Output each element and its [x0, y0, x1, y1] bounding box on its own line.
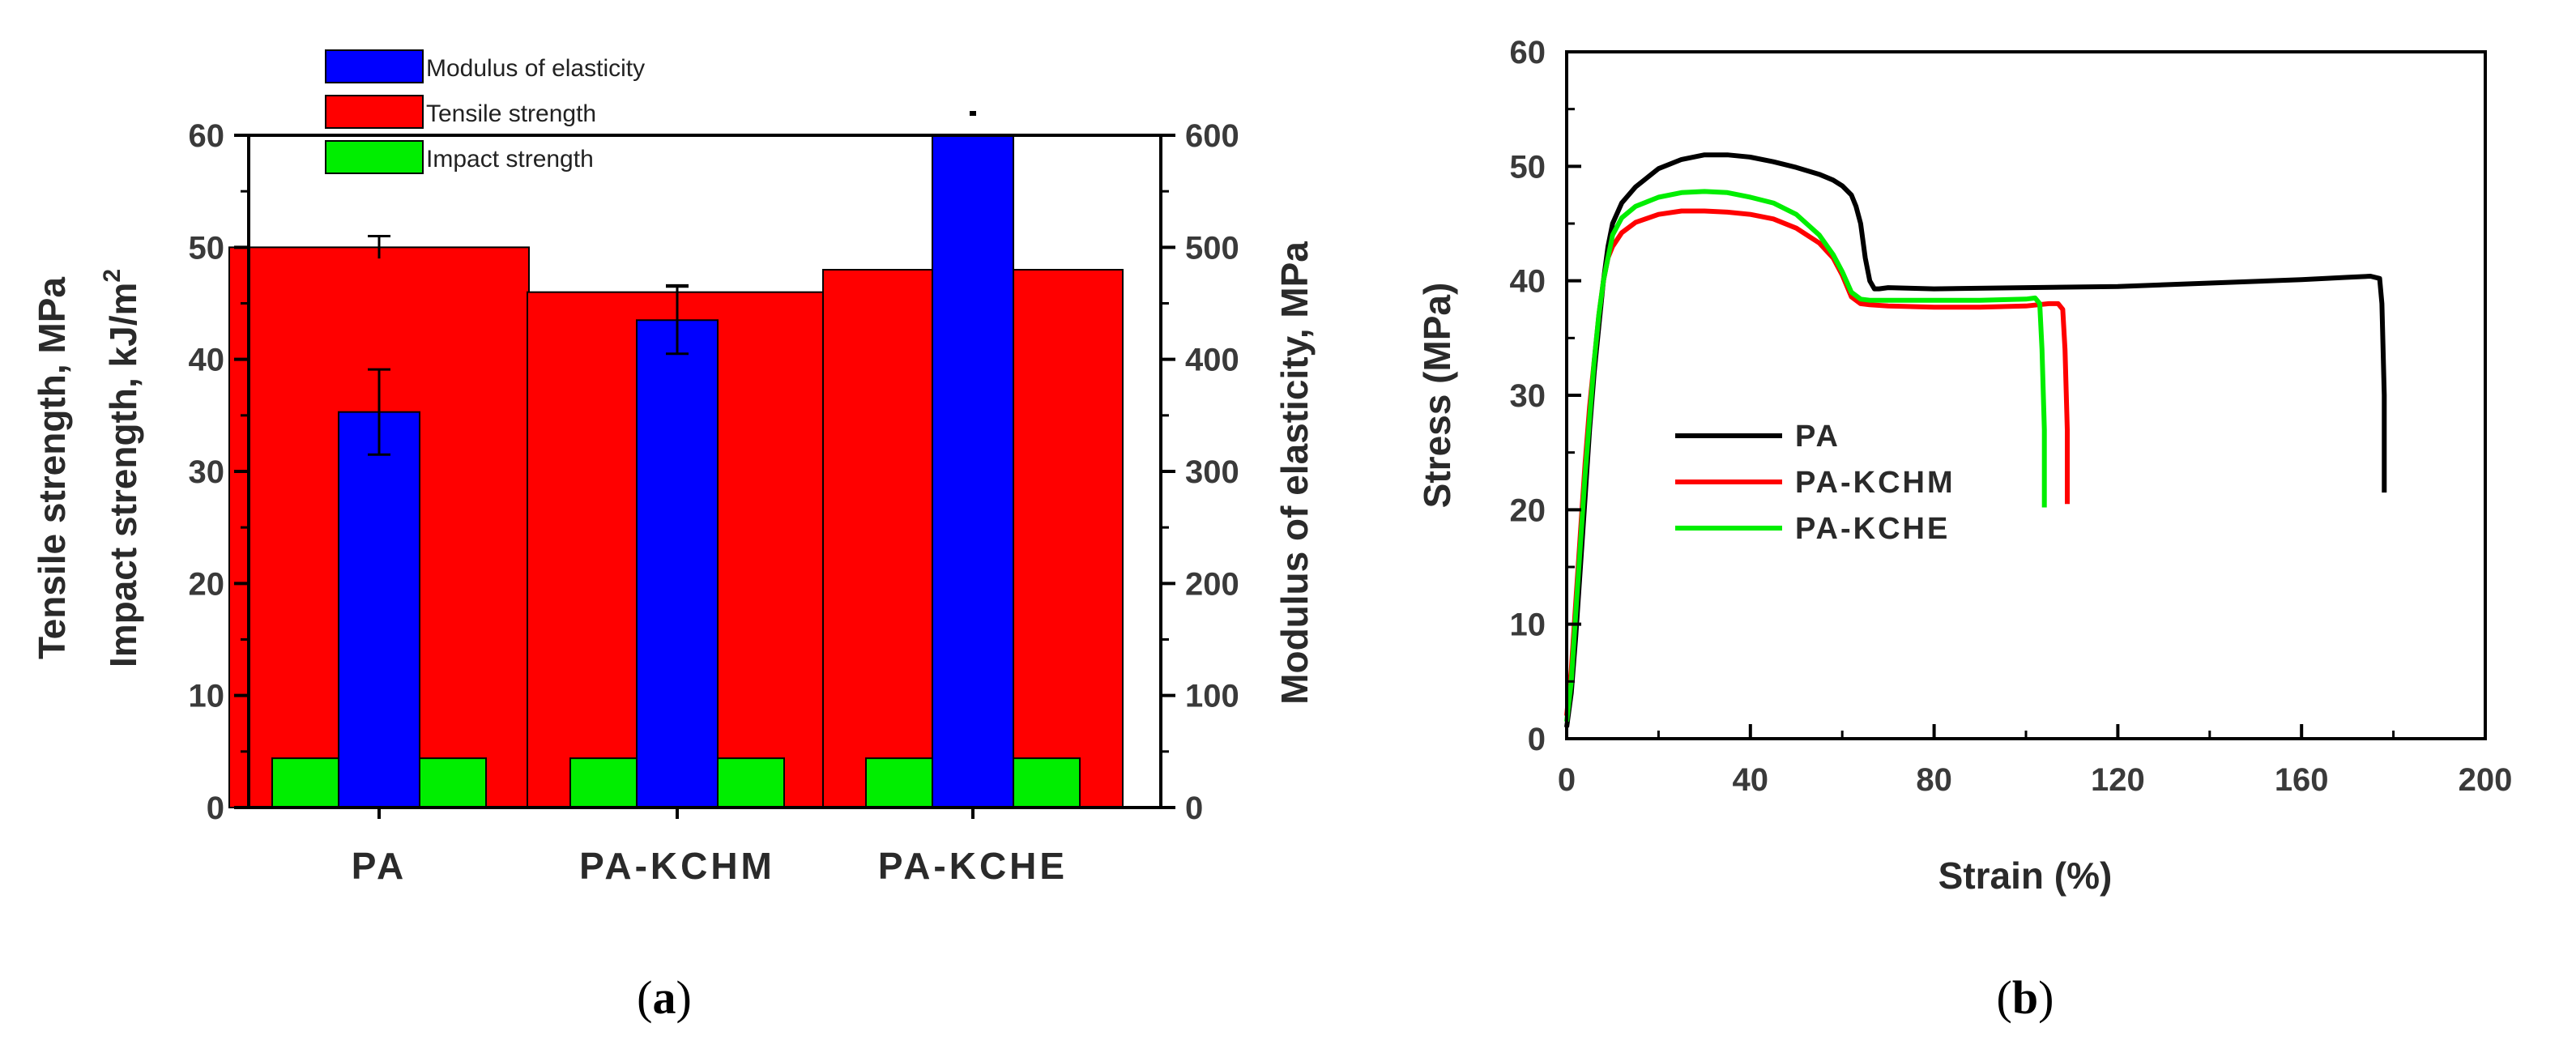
- bar-modulus-pa-kche: [932, 134, 1014, 808]
- chart-a-left-axis-title-tensile: Tensile strength, MPa: [31, 277, 73, 659]
- chart-b-x-axis-title: Strain (%): [1938, 855, 2113, 897]
- chart-a-left-axis-title-impact-text: Impact strength, kJ/m: [102, 283, 144, 667]
- bar-modulus-pa-kchm: [636, 319, 719, 808]
- chart-b-lines: [1564, 152, 2387, 728]
- right-tick-label-600: 600: [1185, 118, 1239, 154]
- chart-b-line-chart: 0 10 20 30 40 50 60 0 40 80 120 160 200 Stress (MPa…: [1416, 35, 2512, 1024]
- panel-a-label-close: ): [676, 971, 692, 1024]
- panel-a-label-letter: a: [653, 971, 676, 1024]
- right-tick-label-0: 0: [1185, 791, 1203, 826]
- right-tick-label-300: 300: [1185, 454, 1239, 490]
- right-tick-label-500: 500: [1185, 230, 1239, 266]
- right-tick-label-200: 200: [1185, 566, 1239, 602]
- y-tick-label-30: 30: [1510, 378, 1546, 414]
- chart-a-error-bars: [368, 111, 976, 456]
- left-tick-label-20: 20: [189, 566, 225, 602]
- category-label-pa: PA: [352, 845, 407, 887]
- chart-a-bar-chart: 0 10 20 30 40 50 60 0 100 200 300 400 500 600 PA PA-K…: [31, 49, 1316, 1024]
- legend-label-modulus-of-elasticity: Modulus of elasticity: [426, 55, 645, 82]
- x-tick-label-160: 160: [2275, 762, 2329, 798]
- right-tick-label-100: 100: [1185, 679, 1239, 714]
- legend-swatch-modulus-of-elasticity: [325, 49, 424, 83]
- error-modulus-marker-pa-kche: [970, 111, 976, 116]
- panel-b-label-open: (: [1997, 971, 2012, 1024]
- x-tick-label-80: 80: [1916, 762, 1952, 798]
- left-tick-label-40: 40: [189, 343, 225, 378]
- y-tick-label-10: 10: [1510, 607, 1546, 643]
- panel-a-label-open: (: [637, 971, 652, 1024]
- legend-label-pa-kche: PA-KCHE: [1795, 512, 1950, 546]
- left-tick-label-10: 10: [189, 679, 225, 714]
- chart-a-category-labels: PA PA-KCHM PA-KCHE: [352, 808, 1068, 887]
- chart-b-legend: PA PA-KCHM PA-KCHE: [1675, 420, 1955, 546]
- chart-a-right-axis-ticks: 0 100 200 300 400 500 600: [1161, 118, 1239, 826]
- panel-b-label-close: ): [2038, 971, 2054, 1024]
- left-tick-label-30: 30: [189, 454, 225, 490]
- y-tick-label-20: 20: [1510, 492, 1546, 528]
- chart-b-y-axis-title: Stress (MPa): [1416, 283, 1458, 509]
- x-tick-label-120: 120: [2091, 762, 2145, 798]
- legend-label-impact-strength: Impact strength: [426, 146, 594, 173]
- legend-swatch-tensile-strength: [325, 95, 424, 129]
- chart-a-legend: Modulus of elasticity Tensile strength Imp…: [325, 49, 645, 174]
- y-tick-label-50: 50: [1510, 149, 1546, 185]
- category-label-pa-kche: PA-KCHE: [878, 845, 1068, 887]
- x-tick-label-200: 200: [2459, 762, 2513, 798]
- right-tick-label-400: 400: [1185, 343, 1239, 378]
- chart-a-left-axis-title-impact: Impact strength, kJ/m2: [99, 269, 144, 667]
- legend-swatch-impact-strength: [325, 140, 424, 174]
- left-tick-label-60: 60: [189, 118, 225, 154]
- chart-a-left-axis-title-impact-superscript: 2: [99, 269, 126, 283]
- line-pa: [1564, 152, 2387, 728]
- line-pa-kche: [1564, 189, 2047, 722]
- chart-a-right-axis-title: Modulus of elasticity, MPa: [1273, 241, 1316, 705]
- legend-label-tensile-strength: Tensile strength: [426, 100, 596, 127]
- left-tick-label-0: 0: [207, 791, 224, 826]
- chart-b-y-axis-ticks: 0 10 20 30 40 50 60: [1510, 35, 1581, 757]
- left-tick-label-50: 50: [189, 230, 225, 266]
- chart-a-bars: [228, 134, 1124, 809]
- category-label-pa-kchm: PA-KCHM: [579, 845, 775, 887]
- y-tick-label-40: 40: [1510, 264, 1546, 300]
- panel-b-label: (b): [1997, 971, 2054, 1024]
- panel-a-label: (a): [637, 971, 692, 1024]
- chart-a-left-axis-ticks: 0 10 20 30 40 50 60: [189, 118, 249, 826]
- x-tick-label-40: 40: [1733, 762, 1769, 798]
- legend-label-pa-kchm: PA-KCHM: [1795, 466, 1955, 500]
- panel-b-label-letter: b: [2012, 971, 2038, 1024]
- chart-b-x-axis-ticks: 0 40 80 120 160 200: [1558, 724, 2513, 798]
- x-tick-label-0: 0: [1558, 762, 1576, 798]
- legend-label-pa: PA: [1795, 420, 1840, 454]
- y-tick-label-60: 60: [1510, 35, 1546, 70]
- bar-modulus-pa: [338, 411, 420, 808]
- y-tick-label-0: 0: [1528, 722, 1546, 757]
